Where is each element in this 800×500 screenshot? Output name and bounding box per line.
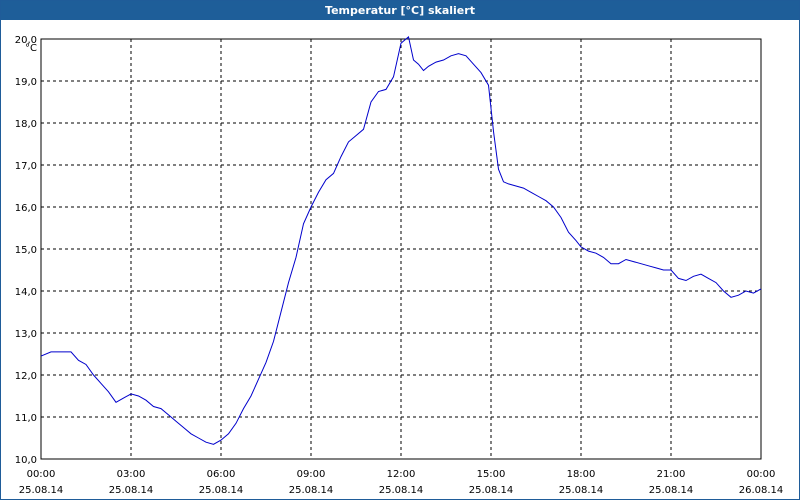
y-tick-label: 12,0 [15, 371, 37, 382]
y-tick-label: 14,0 [15, 287, 37, 298]
y-tick-label: 10,0 [15, 455, 37, 466]
y-tick-label: 19,0 [15, 77, 37, 88]
x-tick-date-label: 25.08.14 [19, 485, 64, 496]
temperature-series-line [40, 35, 762, 445]
x-tick-date-label: 25.08.14 [649, 485, 694, 496]
x-tick-time-label: 06:00 [207, 469, 236, 480]
y-tick-label: 11,0 [15, 413, 37, 424]
grid-lines [41, 38, 761, 459]
line-chart: °C 10,011,012,013,014,015,016,017,018,01… [15, 35, 784, 496]
x-tick-date-label: 25.08.14 [109, 485, 154, 496]
x-tick-time-label: 12:00 [387, 469, 416, 480]
x-tick-date-label: 25.08.14 [289, 485, 334, 496]
y-tick-labels: 10,0 11,0 12,0 13,0 14,0 15,0 16,0 17,0 18,0 19,0… [15, 35, 37, 466]
x-tick-time-label: 15:00 [477, 469, 506, 480]
y-tick-label: 15,0 [15, 245, 37, 256]
x-tick-time-label: 09:00 [297, 469, 326, 480]
x-tick-time-label: 18:00 [567, 469, 596, 480]
plot-area-frame [40, 38, 762, 460]
x-tick-date-label: 25.08.14 [469, 485, 514, 496]
y-tick-label: 17,0 [15, 161, 37, 172]
y-tick-label: 18,0 [15, 119, 37, 130]
x-tick-date-label: 25.08.14 [559, 485, 604, 496]
x-tick-time-label: 00:00 [747, 469, 776, 480]
y-tick-label: 13,0 [15, 329, 37, 340]
x-tick-date-label: 25.08.14 [379, 485, 424, 496]
x-tick-time-label: 03:00 [117, 469, 146, 480]
window-title: Temperatur [°C] skaliert [1, 1, 799, 20]
x-tick-labels: 00:00 25.08.14 03:00 25.08.14 06:00 25.08.14 0… [19, 469, 784, 496]
x-tick-date-label: 25.08.14 [199, 485, 244, 496]
x-tick-time-label: 00:00 [27, 469, 56, 480]
y-axis-unit-label: °C [25, 43, 37, 54]
y-tick-label: 20,0 [15, 35, 37, 46]
x-tick-time-label: 21:00 [657, 469, 686, 480]
y-tick-label: 16,0 [15, 203, 37, 214]
x-tick-date-label: 26.08.14 [739, 485, 784, 496]
